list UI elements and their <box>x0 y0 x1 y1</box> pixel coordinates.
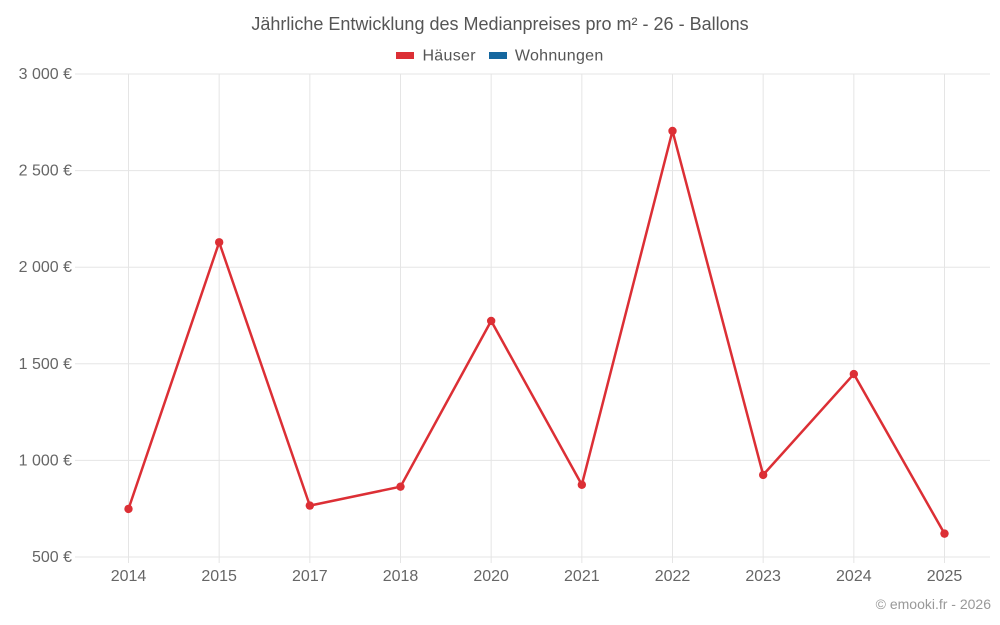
svg-text:500 €: 500 € <box>32 549 72 566</box>
svg-text:2014: 2014 <box>111 568 147 585</box>
svg-text:2021: 2021 <box>564 568 600 585</box>
svg-text:2 000 €: 2 000 € <box>19 259 72 276</box>
svg-text:2025: 2025 <box>927 568 963 585</box>
svg-text:1 000 €: 1 000 € <box>19 452 72 469</box>
svg-text:2017: 2017 <box>292 568 328 585</box>
svg-text:1 500 €: 1 500 € <box>19 356 72 373</box>
svg-text:2 500 €: 2 500 € <box>19 163 72 180</box>
svg-text:2023: 2023 <box>745 568 781 585</box>
svg-text:2020: 2020 <box>473 568 509 585</box>
svg-text:2018: 2018 <box>383 568 419 585</box>
svg-text:3 000 €: 3 000 € <box>19 66 72 83</box>
svg-text:2015: 2015 <box>201 568 237 585</box>
svg-text:2024: 2024 <box>836 568 872 585</box>
svg-text:2022: 2022 <box>655 568 691 585</box>
